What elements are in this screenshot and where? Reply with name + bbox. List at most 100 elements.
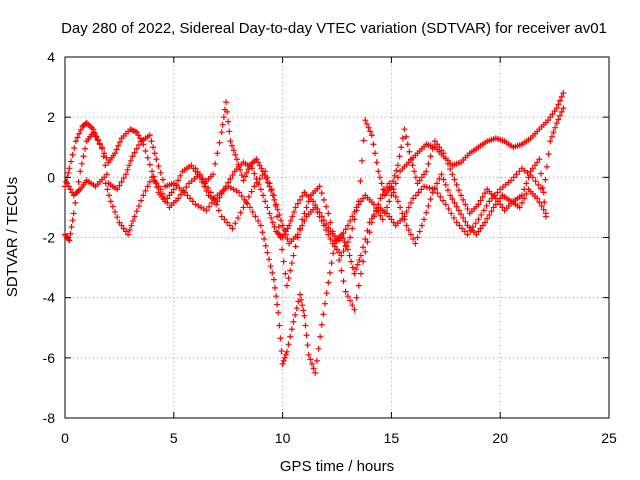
data-point xyxy=(495,198,502,205)
data-point xyxy=(219,121,226,128)
data-point xyxy=(499,204,506,211)
data-point xyxy=(458,192,465,199)
data-point xyxy=(267,263,274,270)
data-point xyxy=(384,210,391,217)
data-point xyxy=(177,191,184,198)
data-point xyxy=(406,148,413,155)
data-point xyxy=(418,222,425,229)
data-point xyxy=(442,181,449,188)
data-point xyxy=(325,231,332,238)
data-point xyxy=(344,293,351,300)
data-point xyxy=(260,168,267,175)
data-point xyxy=(312,204,319,211)
data-point xyxy=(90,129,97,136)
data-point xyxy=(255,217,262,224)
data-point xyxy=(398,144,405,151)
data-point xyxy=(492,195,499,202)
data-point xyxy=(96,140,103,147)
data-point xyxy=(351,306,358,313)
data-point xyxy=(320,222,327,229)
data-point xyxy=(354,261,361,268)
data-point xyxy=(362,117,369,124)
data-point xyxy=(353,266,360,273)
data-point xyxy=(456,222,463,229)
data-point xyxy=(534,195,541,202)
data-point xyxy=(346,252,353,259)
data-point xyxy=(157,169,164,176)
data-point xyxy=(336,257,343,264)
data-point xyxy=(290,318,297,325)
data-point xyxy=(497,201,504,208)
data-point xyxy=(284,225,291,232)
data-point xyxy=(357,270,364,277)
data-point xyxy=(542,213,549,220)
data-point xyxy=(360,244,367,251)
data-point xyxy=(357,178,364,185)
data-point xyxy=(245,166,252,173)
data-point xyxy=(477,197,484,204)
data-point xyxy=(547,114,554,121)
data-point xyxy=(394,198,401,205)
data-point xyxy=(128,222,135,229)
data-point xyxy=(455,187,462,194)
data-point xyxy=(429,189,436,196)
data-point xyxy=(257,186,264,193)
data-point xyxy=(426,184,433,191)
x-tick-label: 20 xyxy=(492,430,508,446)
data-point xyxy=(187,195,194,202)
data-point xyxy=(416,228,423,235)
x-tick-label: 25 xyxy=(601,430,617,446)
data-point xyxy=(229,225,236,232)
data-point xyxy=(175,177,182,184)
data-point xyxy=(144,154,151,161)
data-point xyxy=(539,184,546,191)
data-point xyxy=(525,174,532,181)
data-point xyxy=(260,192,267,199)
data-marks xyxy=(62,90,567,376)
data-point xyxy=(491,192,498,199)
data-point xyxy=(118,178,125,185)
data-point xyxy=(127,157,134,164)
data-point xyxy=(425,160,432,167)
data-point xyxy=(218,213,225,220)
y-tick-label: 0 xyxy=(47,169,55,185)
data-point xyxy=(540,189,547,196)
data-point xyxy=(122,228,129,235)
data-point xyxy=(549,111,556,118)
data-point xyxy=(538,170,544,177)
data-point xyxy=(323,226,330,233)
data-point xyxy=(434,180,441,187)
data-point xyxy=(536,156,543,163)
data-point xyxy=(442,155,449,162)
data-point xyxy=(131,213,138,220)
data-point xyxy=(269,269,276,276)
data-point xyxy=(362,248,369,255)
data-point xyxy=(162,195,169,202)
data-point xyxy=(421,183,428,190)
data-point xyxy=(153,156,160,163)
series-trace-d xyxy=(192,99,549,259)
data-point xyxy=(329,240,336,247)
data-point xyxy=(405,226,412,233)
data-point xyxy=(523,180,530,187)
data-point xyxy=(367,128,374,135)
data-point xyxy=(303,204,310,211)
data-point xyxy=(323,203,330,210)
data-point xyxy=(146,132,153,139)
data-point xyxy=(355,198,362,205)
data-point xyxy=(66,237,73,244)
data-point xyxy=(399,210,406,217)
data-point xyxy=(331,243,338,250)
data-point xyxy=(532,178,539,185)
data-point xyxy=(558,93,565,100)
data-point xyxy=(106,192,113,199)
data-point xyxy=(338,267,345,274)
data-point xyxy=(299,193,306,200)
data-point xyxy=(529,165,536,172)
data-point xyxy=(155,163,162,170)
data-point xyxy=(320,311,327,318)
data-point xyxy=(464,205,471,212)
data-point xyxy=(557,97,564,104)
data-point xyxy=(317,333,324,340)
data-point xyxy=(133,129,140,136)
